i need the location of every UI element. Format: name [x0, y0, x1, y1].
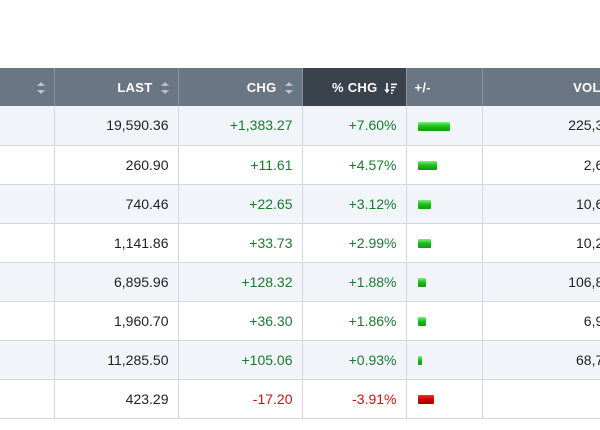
sort-icon[interactable] [36, 82, 45, 95]
column-header-pct-chg[interactable]: % CHG [302, 68, 407, 106]
bar-cell [406, 379, 483, 419]
volume-cell: 225,339,1 [482, 106, 600, 146]
table-row[interactable]: 6,895.96+128.32+1.88% 106,823,0 [0, 262, 600, 302]
chg-cell: +105.06 [178, 340, 303, 380]
chg-cell: -17.20 [178, 379, 303, 419]
table-header: LAST CHG % CHG +/- VOLUME [0, 68, 600, 106]
volume-cell: 106,823,0 [482, 262, 600, 302]
last-cell: 423.29 [54, 379, 179, 419]
bar-cell [406, 145, 483, 185]
column-header-volume[interactable]: VOLUME [482, 68, 600, 106]
last-cell: 1,960.70 [54, 301, 179, 341]
bar-cell [406, 262, 483, 302]
last-cell: 740.46 [54, 184, 179, 224]
name-cell [0, 340, 55, 380]
pct-chg-cell: +0.93% [302, 340, 407, 380]
column-header-bar: +/- [406, 68, 483, 106]
last-cell: 260.90 [54, 145, 179, 185]
volume-cell: 68,717,7 [482, 340, 600, 380]
table-row[interactable]: 260.90+11.61+4.57% 2,658,6 [0, 145, 600, 185]
change-bar-positive [417, 356, 422, 366]
volume-cell [482, 379, 600, 419]
column-header-chg[interactable]: CHG [178, 68, 303, 106]
change-bar-positive [417, 161, 437, 171]
bar-cell [406, 301, 483, 341]
change-bar-positive [417, 278, 426, 288]
name-cell [0, 106, 55, 146]
name-cell [0, 223, 55, 263]
table-row[interactable]: 11,285.50+105.06+0.93% 68,717,7 [0, 340, 600, 380]
chg-cell: +11.61 [178, 145, 303, 185]
volume-cell: 10,230,9 [482, 223, 600, 263]
market-table-container: LAST CHG % CHG +/- VOLUME 19,590.36+1,38… [0, 68, 600, 430]
bar-cell [406, 223, 483, 263]
last-cell: 19,590.36 [54, 106, 179, 146]
table-row[interactable]: 740.46+22.65+3.12% 10,685,6 [0, 184, 600, 224]
pct-chg-cell: +4.57% [302, 145, 407, 185]
column-header-name[interactable] [0, 68, 55, 106]
pct-chg-cell: +1.86% [302, 301, 407, 341]
bar-cell [406, 184, 483, 224]
change-bar-positive [417, 317, 426, 327]
pct-chg-cell: +3.12% [302, 184, 407, 224]
last-cell: 11,285.50 [54, 340, 179, 380]
table-row[interactable]: 19,590.36+1,383.27+7.60% 225,339,1 [0, 106, 600, 146]
pct-chg-cell: -3.91% [302, 379, 407, 419]
sort-icon[interactable] [160, 82, 169, 95]
table-body: 19,590.36+1,383.27+7.60%225,339,1260.90+… [0, 106, 600, 419]
change-bar-positive [417, 122, 450, 132]
sort-icon[interactable] [284, 82, 293, 95]
pct-chg-cell: +7.60% [302, 106, 407, 146]
volume-cell: 2,658,6 [482, 145, 600, 185]
table-row[interactable]: 423.29 -17.20 -3.91% [0, 379, 600, 419]
market-table: LAST CHG % CHG +/- VOLUME 19,590.36+1,38… [0, 68, 600, 419]
chg-cell: +36.30 [178, 301, 303, 341]
chg-cell: +1,383.27 [178, 106, 303, 146]
change-bar-negative [417, 395, 434, 405]
name-cell [0, 145, 55, 185]
column-header-last[interactable]: LAST [54, 68, 179, 106]
chg-cell: +128.32 [178, 262, 303, 302]
volume-cell: 10,685,6 [482, 184, 600, 224]
bar-cell [406, 340, 483, 380]
table-row[interactable]: 1,960.70+36.30+1.86% 6,908,5 [0, 301, 600, 341]
table-row[interactable]: 1,141.86+33.73+2.99% 10,230,9 [0, 223, 600, 263]
bar-cell [406, 106, 483, 146]
name-cell [0, 262, 55, 302]
chg-cell: +22.65 [178, 184, 303, 224]
name-cell [0, 379, 55, 419]
pct-chg-cell: +1.88% [302, 262, 407, 302]
name-cell [0, 301, 55, 341]
chg-cell: +33.73 [178, 223, 303, 263]
last-cell: 6,895.96 [54, 262, 179, 302]
change-bar-positive [417, 239, 431, 249]
name-cell [0, 184, 55, 224]
change-bar-positive [417, 200, 431, 210]
last-cell: 1,141.86 [54, 223, 179, 263]
pct-chg-cell: +2.99% [302, 223, 407, 263]
volume-cell: 6,908,5 [482, 301, 600, 341]
sort-descending-icon[interactable] [383, 82, 397, 94]
